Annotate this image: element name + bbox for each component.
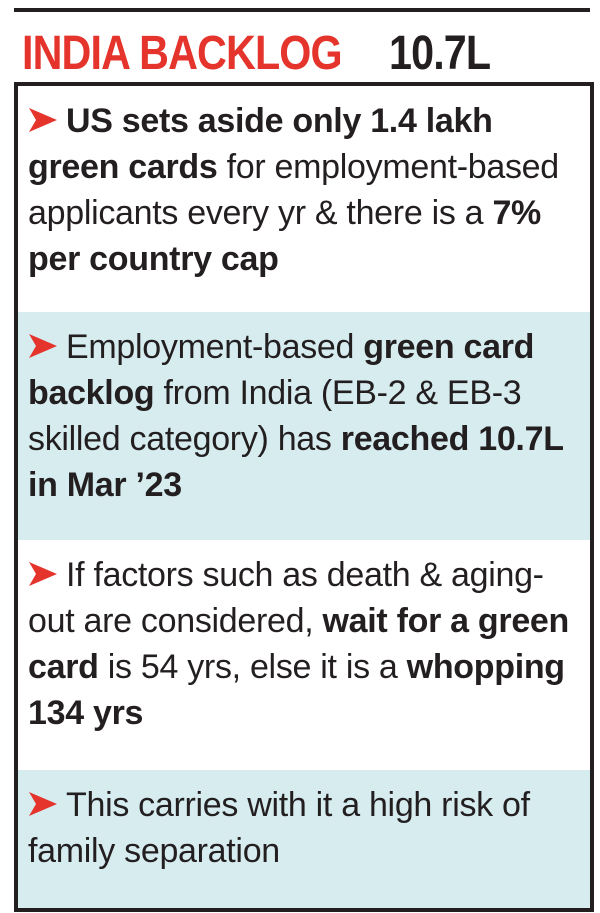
content-box: US sets aside only 1.4 lakh green cards … <box>14 82 594 912</box>
bullet-text: This carries with it a high risk of fami… <box>28 782 580 874</box>
title: INDIA BACKLOG <box>22 27 343 80</box>
bullet-panel-3: If factors such as death & aging-out are… <box>18 540 590 770</box>
red-arrow-icon <box>29 334 57 358</box>
bullet-panel-4: This carries with it a high risk of fami… <box>18 770 590 908</box>
bullet-bold: US sets aside only 1.4 lakh green cards <box>28 102 493 186</box>
bullet-bold: whopping 134 yrs <box>28 648 565 732</box>
bullet-text: US sets aside only 1.4 lakh green cards … <box>28 98 580 282</box>
red-arrow-icon <box>29 792 57 816</box>
bullet-text: If factors such as death & aging-out are… <box>28 552 580 736</box>
bullet-bold: 7% per country cap <box>28 194 541 278</box>
bullet-panel-2: Employment-based green card backlog from… <box>18 312 590 540</box>
bullet-regular: Employment-based <box>66 328 364 366</box>
title-value: 10.7L <box>389 27 491 80</box>
bullet-bold: reached 10.7L in Mar ’23 <box>28 420 564 504</box>
top-rule <box>14 8 590 12</box>
bullet-regular: from India (EB-2 & EB-3 skilled category… <box>28 374 522 458</box>
bullet-panel-1: US sets aside only 1.4 lakh green cards … <box>18 86 590 312</box>
red-arrow-icon <box>29 562 57 586</box>
bullet-text: Employment-based green card backlog from… <box>28 324 580 508</box>
bullet-regular: for employment-based applicants every yr… <box>28 148 559 232</box>
bullet-bold: green card backlog <box>28 328 535 412</box>
bullet-regular: is 54 yrs, else it is a <box>98 648 407 686</box>
header: INDIA BACKLOG 10.7L <box>22 18 491 80</box>
bullet-regular: This carries with it a high risk of fami… <box>28 786 530 870</box>
bullet-bold: wait for a green card <box>28 602 570 686</box>
red-arrow-icon <box>29 108 57 132</box>
bullet-regular: If factors such as death & aging-out are… <box>28 556 544 640</box>
